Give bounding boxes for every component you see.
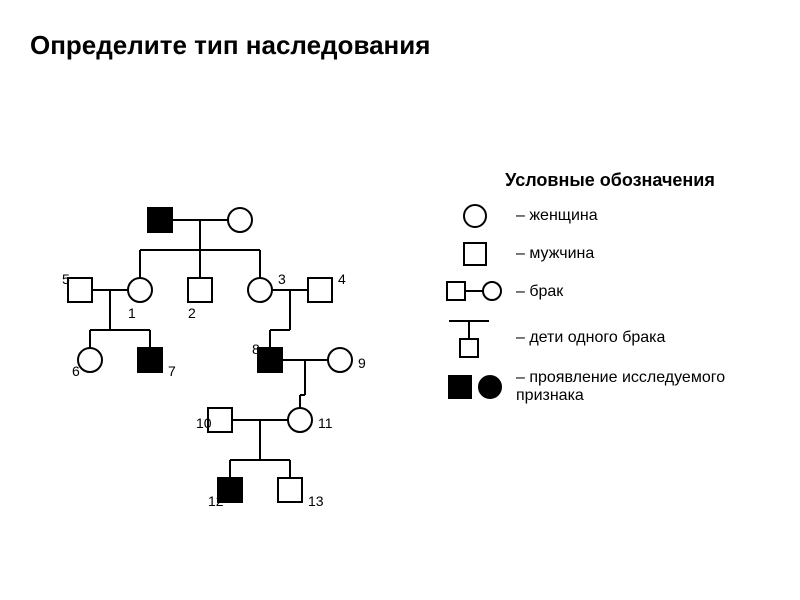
pedigree-node	[78, 348, 102, 372]
pedigree-node	[128, 278, 152, 302]
pedigree-label: 10	[196, 415, 212, 431]
pedigree-label: 11	[318, 415, 333, 431]
legend-label: – проявление исследуемого признака	[510, 369, 780, 405]
pedigree-label: 13	[308, 493, 324, 509]
pedigree-node	[278, 478, 302, 502]
male-icon	[440, 242, 510, 266]
pedigree-label: 9	[358, 355, 366, 371]
pedigree-label: 4	[338, 271, 346, 287]
pedigree-label: 3	[278, 271, 286, 287]
affected-icon	[440, 375, 510, 399]
pedigree-node	[328, 348, 352, 372]
legend-label: – брак	[510, 283, 563, 301]
pedigree-node	[208, 408, 232, 432]
pedigree-node	[138, 348, 162, 372]
pedigree-label: 5	[62, 271, 70, 287]
page: Определите тип наследования 512346789101…	[0, 0, 800, 600]
legend: Условные обозначения – женщина – мужчина…	[440, 170, 780, 413]
legend-label: – женщина	[510, 207, 598, 225]
legend-title: Условные обозначения	[440, 170, 780, 191]
pedigree-label: 6	[72, 363, 80, 379]
female-icon	[440, 204, 510, 228]
pedigree-label: 12	[208, 493, 224, 509]
legend-row-children: – дети одного брака	[440, 315, 780, 361]
pedigree-node	[308, 278, 332, 302]
legend-row-affected: – проявление исследуемого признака	[440, 369, 780, 405]
pedigree-label: 7	[168, 363, 176, 379]
children-icon	[440, 315, 510, 361]
pedigree-node	[248, 278, 272, 302]
legend-row-marriage: – брак	[440, 277, 780, 307]
pedigree-node	[228, 208, 252, 232]
marriage-icon	[440, 279, 510, 305]
legend-row-male: – мужчина	[440, 239, 780, 269]
pedigree-label: 2	[188, 305, 196, 321]
pedigree-node	[188, 278, 212, 302]
legend-label: – мужчина	[510, 245, 594, 263]
pedigree-node	[68, 278, 92, 302]
pedigree-node	[148, 208, 172, 232]
pedigree-chart: 51234678910111213	[40, 200, 420, 520]
pedigree-label: 1	[128, 305, 136, 321]
page-title: Определите тип наследования	[30, 30, 430, 61]
pedigree-label: 8	[252, 341, 260, 357]
legend-label: – дети одного брака	[510, 329, 665, 347]
pedigree-node	[288, 408, 312, 432]
legend-row-female: – женщина	[440, 201, 780, 231]
pedigree-node	[258, 348, 282, 372]
